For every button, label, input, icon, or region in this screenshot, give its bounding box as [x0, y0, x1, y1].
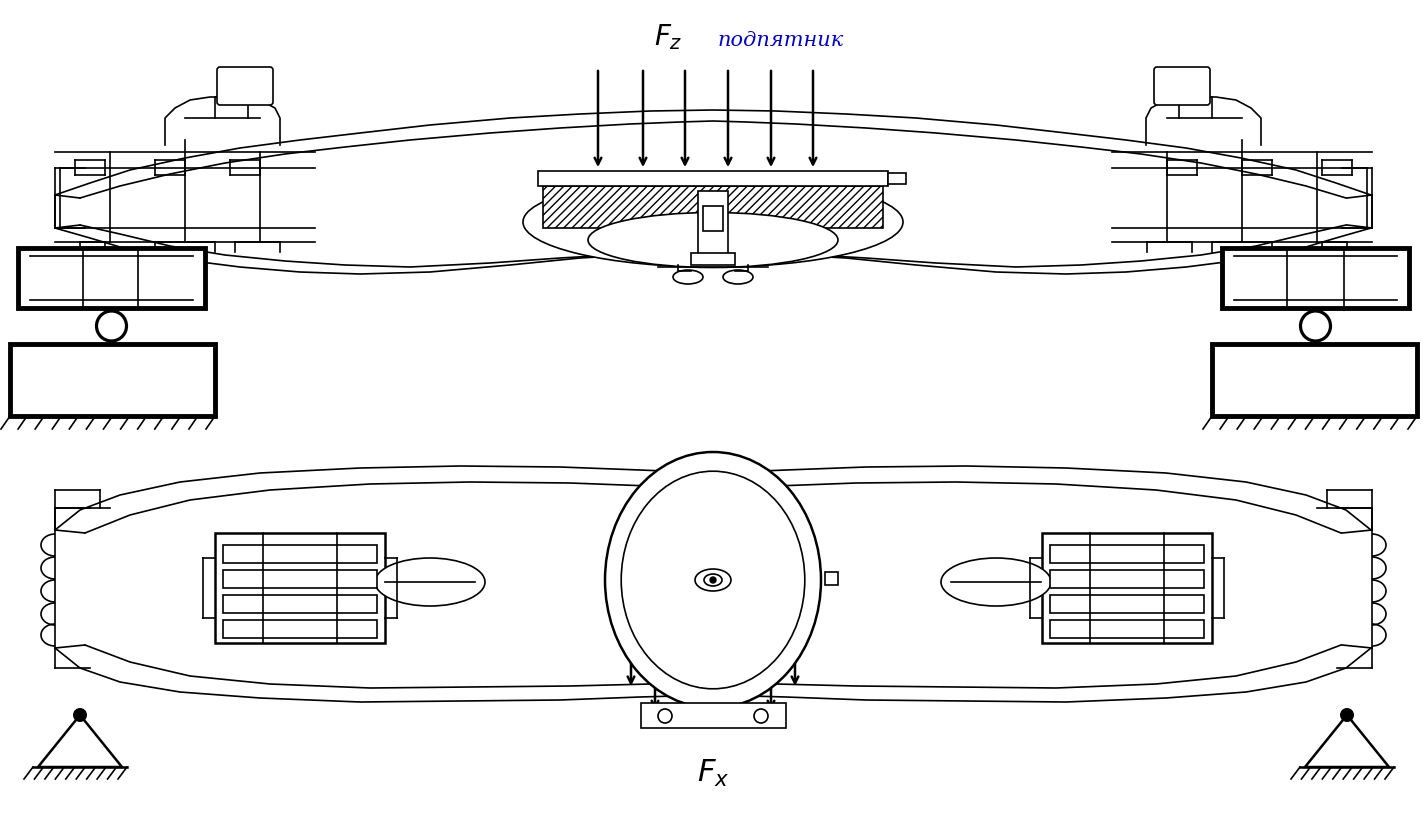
Bar	[215, 533, 385, 643]
Circle shape	[1340, 708, 1354, 722]
Bar	[544, 186, 883, 228]
Ellipse shape	[723, 270, 753, 284]
Text: $F_x$: $F_x$	[696, 758, 729, 789]
Circle shape	[658, 709, 672, 723]
Bar	[1212, 344, 1417, 416]
Bar	[10, 344, 215, 416]
Circle shape	[97, 311, 127, 341]
Ellipse shape	[695, 569, 731, 591]
Circle shape	[711, 577, 716, 583]
Bar	[223, 545, 377, 563]
Bar	[1050, 595, 1204, 613]
Circle shape	[753, 709, 768, 723]
Bar	[538, 171, 888, 186]
Bar	[1050, 545, 1204, 563]
Bar	[888, 173, 906, 184]
FancyBboxPatch shape	[217, 67, 273, 105]
Ellipse shape	[674, 270, 704, 284]
Circle shape	[1300, 311, 1330, 341]
Bar	[691, 253, 735, 265]
Polygon shape	[1306, 715, 1388, 767]
FancyBboxPatch shape	[1154, 67, 1210, 105]
Bar	[825, 572, 838, 585]
Text: подпятник: подпятник	[718, 31, 845, 50]
Bar	[1050, 620, 1204, 638]
Ellipse shape	[621, 472, 805, 689]
Bar	[223, 620, 377, 638]
Bar	[641, 703, 785, 728]
Circle shape	[73, 708, 87, 722]
Bar	[1042, 533, 1212, 643]
Ellipse shape	[524, 177, 903, 267]
Bar	[698, 191, 728, 261]
Bar	[1050, 570, 1204, 588]
Ellipse shape	[605, 452, 821, 708]
Bar	[1222, 248, 1408, 308]
Ellipse shape	[588, 212, 838, 267]
Ellipse shape	[940, 558, 1052, 606]
Ellipse shape	[375, 558, 485, 606]
Bar	[223, 570, 377, 588]
Bar	[704, 206, 723, 231]
Ellipse shape	[704, 574, 722, 586]
Bar	[223, 595, 377, 613]
Bar	[19, 248, 205, 308]
Polygon shape	[39, 715, 121, 767]
Text: $F_z$: $F_z$	[654, 22, 682, 52]
